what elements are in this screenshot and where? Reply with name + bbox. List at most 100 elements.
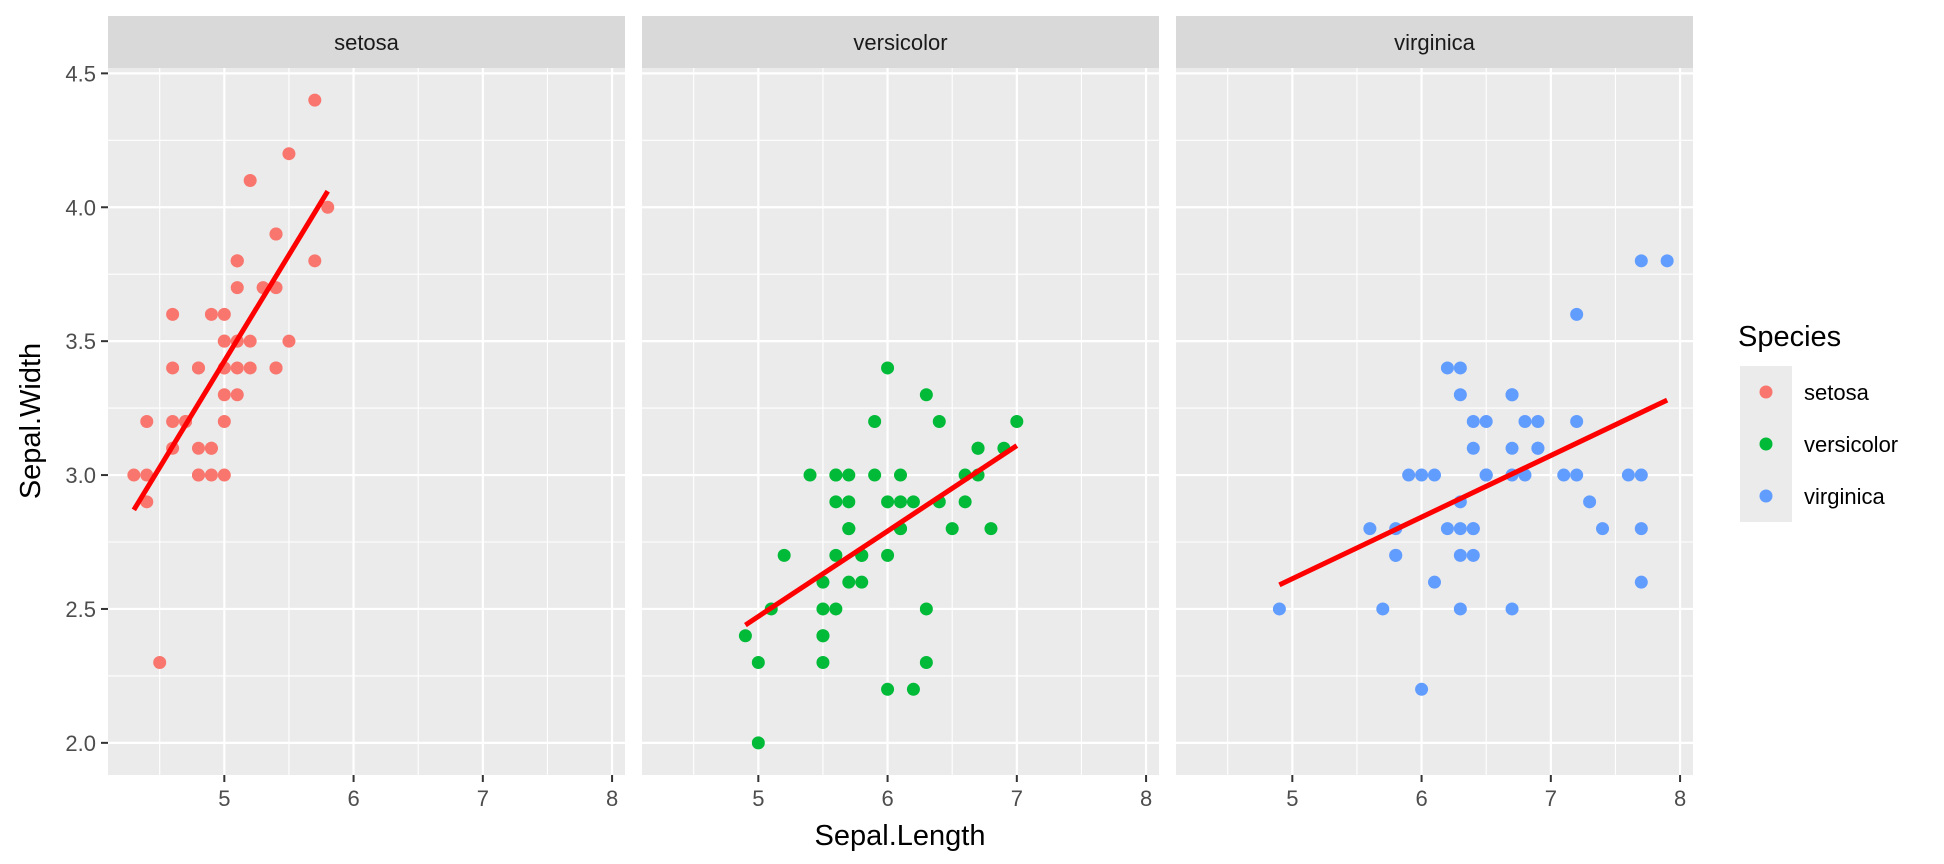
data-point	[919, 602, 933, 616]
data-point	[842, 468, 856, 482]
data-point	[1466, 548, 1480, 562]
data-point	[1389, 548, 1403, 562]
data-point	[906, 495, 920, 509]
data-point	[153, 656, 167, 670]
data-point	[1660, 254, 1674, 268]
y-tick-label: 2.0	[65, 731, 96, 756]
data-point	[308, 93, 322, 107]
data-point	[243, 361, 257, 375]
data-point	[282, 147, 296, 161]
data-point	[816, 602, 830, 616]
facet-strip-label: virginica	[1394, 30, 1475, 55]
data-point	[1453, 548, 1467, 562]
data-point	[217, 307, 231, 321]
facet-strip	[1176, 16, 1693, 68]
data-point	[217, 468, 231, 482]
data-point	[881, 361, 895, 375]
data-point	[816, 575, 830, 589]
data-point	[1440, 522, 1454, 536]
data-point	[751, 656, 765, 670]
x-tick-label: 8	[1140, 786, 1152, 811]
trend-line	[1278, 397, 1669, 588]
data-point	[842, 495, 856, 509]
facet-strip-label: setosa	[334, 30, 400, 55]
data-point	[1466, 415, 1480, 428]
data-point	[894, 468, 907, 482]
data-point	[1505, 602, 1519, 616]
data-point	[829, 602, 843, 616]
data-point	[321, 200, 335, 214]
data-point	[166, 415, 180, 428]
data-point	[803, 468, 817, 482]
trend-line	[131, 189, 330, 512]
data-point	[1505, 441, 1519, 455]
data-point	[958, 495, 972, 509]
data-point	[829, 468, 843, 482]
data-point	[1479, 468, 1493, 482]
data-point	[881, 495, 895, 509]
data-point	[230, 388, 244, 402]
data-point	[868, 415, 882, 428]
data-point	[1505, 388, 1519, 402]
x-tick-label: 7	[1545, 786, 1557, 811]
data-point	[855, 575, 869, 589]
data-point	[1621, 468, 1635, 482]
data-point	[217, 388, 231, 402]
legend-key-setosa	[1759, 385, 1773, 399]
x-tick-label: 5	[1286, 786, 1298, 811]
facet-panel-setosa: setosa 5 6 7 8	[108, 16, 625, 811]
data-point	[1428, 575, 1441, 589]
data-point	[1634, 254, 1648, 268]
data-point	[191, 441, 205, 455]
data-point	[1634, 522, 1648, 536]
data-point	[1634, 575, 1648, 589]
y-tick-label: 3.5	[65, 329, 96, 354]
data-point	[816, 629, 830, 643]
legend: Species setosa versicolor virginica	[1738, 321, 1898, 522]
data-point	[1634, 468, 1648, 482]
data-point	[1453, 361, 1467, 375]
data-point	[894, 495, 907, 509]
legend-key-virginica	[1759, 489, 1773, 503]
data-point	[166, 361, 180, 375]
data-point	[829, 548, 843, 562]
data-point	[204, 307, 218, 321]
legend-label: setosa	[1804, 380, 1870, 405]
data-point	[1363, 522, 1377, 536]
data-point	[842, 522, 856, 536]
data-point	[1402, 468, 1416, 482]
data-point	[1272, 602, 1286, 616]
data-point	[204, 468, 218, 482]
data-point	[738, 629, 752, 643]
y-axis-title: Sepal.Width	[15, 343, 47, 499]
data-point	[243, 173, 257, 187]
data-point	[751, 736, 765, 750]
data-point	[1570, 468, 1584, 482]
data-point	[1428, 468, 1441, 482]
data-point	[1479, 415, 1493, 428]
data-point	[1531, 441, 1545, 455]
data-point	[868, 468, 882, 482]
data-point	[140, 415, 154, 428]
facet-panel-versicolor: versicolor 5 6 7 8	[642, 16, 1159, 811]
legend-title: Species	[1738, 321, 1841, 353]
data-point	[1453, 388, 1467, 402]
data-point	[1010, 415, 1024, 428]
data-point	[932, 415, 946, 428]
data-point	[1570, 307, 1584, 321]
data-point	[191, 361, 205, 375]
x-tick-label: 7	[477, 786, 489, 811]
x-tick-label: 6	[1415, 786, 1427, 811]
data-point	[308, 254, 322, 268]
data-point	[1440, 361, 1454, 375]
x-tick-label: 7	[1011, 786, 1023, 811]
data-point	[1415, 468, 1429, 482]
data-point	[217, 415, 231, 428]
data-point	[971, 441, 985, 455]
data-point	[842, 575, 856, 589]
data-point	[230, 254, 244, 268]
data-point	[230, 361, 244, 375]
data-point	[1583, 495, 1597, 509]
facet-panel-virginica: virginica 5 6 7 8	[1176, 16, 1693, 811]
